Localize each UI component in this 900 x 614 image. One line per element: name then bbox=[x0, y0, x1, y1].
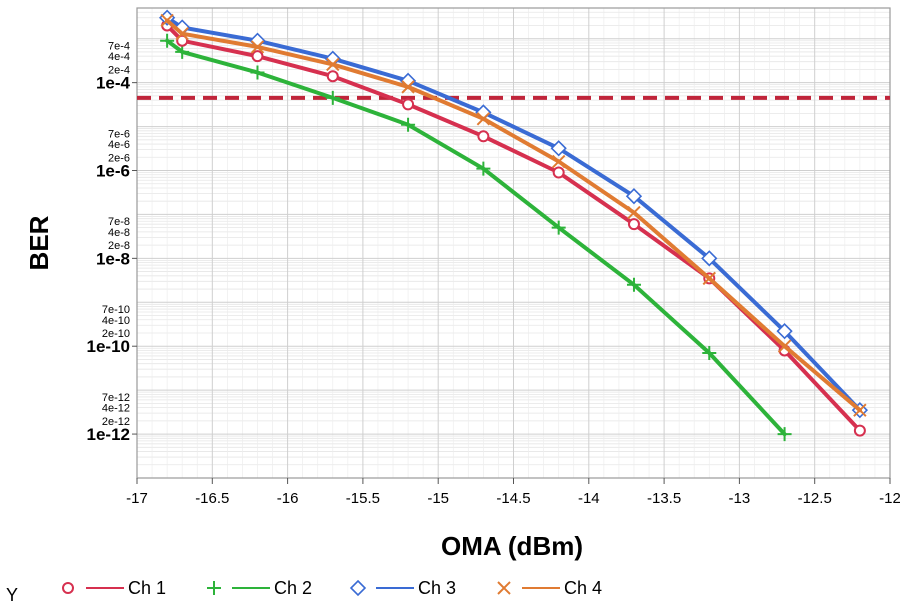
data-point bbox=[701, 250, 718, 267]
y-minor-tick-label: 7e-8 bbox=[108, 216, 130, 228]
series-ch-4 bbox=[160, 13, 867, 417]
legend-marker bbox=[349, 579, 367, 597]
legend-marker bbox=[497, 581, 511, 595]
data-point bbox=[550, 140, 567, 157]
y-major-tick-label: 1e-8 bbox=[96, 249, 130, 268]
data-point bbox=[627, 205, 641, 220]
data-point bbox=[401, 80, 415, 94]
y-minor-tick-label: 4e-6 bbox=[108, 139, 130, 151]
data-point bbox=[702, 346, 717, 361]
legend-label: Ch 4 bbox=[564, 578, 602, 598]
grid bbox=[136, 8, 891, 479]
x-tick-label: -12 bbox=[879, 490, 900, 507]
data-point bbox=[251, 50, 264, 63]
x-tick-label: -15.5 bbox=[346, 490, 380, 507]
data-point bbox=[402, 98, 415, 111]
data-point bbox=[401, 117, 416, 132]
y-minor-tick-label: 4e-8 bbox=[108, 227, 130, 239]
data-point bbox=[326, 57, 340, 72]
legend-label: Ch 1 bbox=[128, 578, 166, 598]
y-axis-tick-labels: 1e-41e-61e-81e-101e-127e-44e-42e-47e-64e… bbox=[87, 41, 137, 444]
data-point bbox=[776, 323, 793, 340]
data-point bbox=[326, 70, 339, 83]
x-tick-label: -16.5 bbox=[195, 490, 229, 507]
x-tick-label: -17 bbox=[126, 490, 148, 507]
legend-label: Ch 2 bbox=[274, 578, 312, 598]
y-minor-tick-label: 4e-4 bbox=[108, 51, 130, 63]
data-point bbox=[702, 271, 716, 286]
y-minor-tick-label: 7e-6 bbox=[108, 128, 130, 140]
series-lines bbox=[158, 9, 869, 442]
data-point bbox=[626, 277, 641, 292]
legend: Y Ch 1 Ch 2 Ch 3 Ch 4 bbox=[6, 578, 602, 605]
data-point bbox=[160, 33, 175, 48]
y-minor-tick-label: 2e-8 bbox=[108, 240, 130, 252]
x-tick-label: -12.5 bbox=[798, 490, 832, 507]
legend-item-ch-2: Ch 2 bbox=[207, 578, 312, 598]
y-minor-tick-label: 4e-12 bbox=[102, 403, 130, 415]
legend-title: Y bbox=[6, 585, 18, 605]
y-minor-tick-label: 2e-10 bbox=[102, 328, 130, 340]
series-line bbox=[165, 38, 787, 437]
legend-item-ch-1: Ch 1 bbox=[62, 578, 166, 598]
legend-marker bbox=[207, 581, 221, 595]
data-point bbox=[853, 424, 866, 437]
data-point bbox=[777, 339, 792, 353]
x-tick-label: -16 bbox=[277, 490, 299, 507]
data-point bbox=[160, 13, 174, 28]
data-point bbox=[552, 166, 565, 179]
x-tick-label: -13.5 bbox=[647, 490, 681, 507]
data-point bbox=[175, 44, 190, 59]
legend-label: Ch 3 bbox=[418, 578, 456, 598]
data-point bbox=[250, 65, 265, 80]
data-point bbox=[476, 112, 491, 126]
data-point bbox=[175, 26, 189, 41]
data-point bbox=[551, 220, 566, 235]
series-ch-2 bbox=[160, 33, 792, 442]
data-point bbox=[476, 161, 491, 176]
legend-marker bbox=[62, 582, 74, 594]
y-major-tick-label: 1e-10 bbox=[87, 337, 130, 356]
y-axis-title: BER bbox=[24, 215, 54, 270]
y-minor-tick-label: 2e-12 bbox=[102, 416, 130, 428]
y-minor-tick-label: 7e-10 bbox=[102, 304, 130, 316]
data-point bbox=[551, 154, 566, 169]
y-minor-tick-label: 7e-12 bbox=[102, 392, 130, 404]
y-minor-tick-label: 4e-10 bbox=[102, 315, 130, 327]
legend-item-ch-4: Ch 4 bbox=[497, 578, 602, 598]
x-tick-label: -13 bbox=[729, 490, 751, 507]
y-major-tick-label: 1e-4 bbox=[96, 74, 131, 93]
x-axis-tick-labels: -17 -16.5 -16 -15.5 -15 -14.5 -14 -13.5 -13 -12.5… bbox=[126, 478, 900, 507]
y-minor-tick-label: 2e-4 bbox=[108, 64, 130, 76]
y-minor-tick-label: 2e-6 bbox=[108, 152, 130, 164]
data-point bbox=[627, 218, 640, 231]
data-point bbox=[477, 130, 490, 143]
x-tick-label: -15 bbox=[427, 490, 449, 507]
y-major-tick-label: 1e-12 bbox=[87, 425, 130, 444]
data-point bbox=[625, 188, 643, 205]
data-point bbox=[325, 90, 340, 105]
data-point bbox=[853, 403, 867, 417]
x-tick-label: -14.5 bbox=[496, 490, 530, 507]
y-minor-tick-label: 7e-4 bbox=[108, 41, 130, 53]
data-point bbox=[250, 40, 265, 54]
legend-item-ch-3: Ch 3 bbox=[349, 578, 456, 598]
x-axis-title: OMA (dBm) bbox=[441, 531, 583, 561]
y-major-tick-label: 1e-6 bbox=[96, 161, 130, 180]
x-tick-label: -14 bbox=[578, 490, 600, 507]
data-point bbox=[777, 427, 792, 442]
